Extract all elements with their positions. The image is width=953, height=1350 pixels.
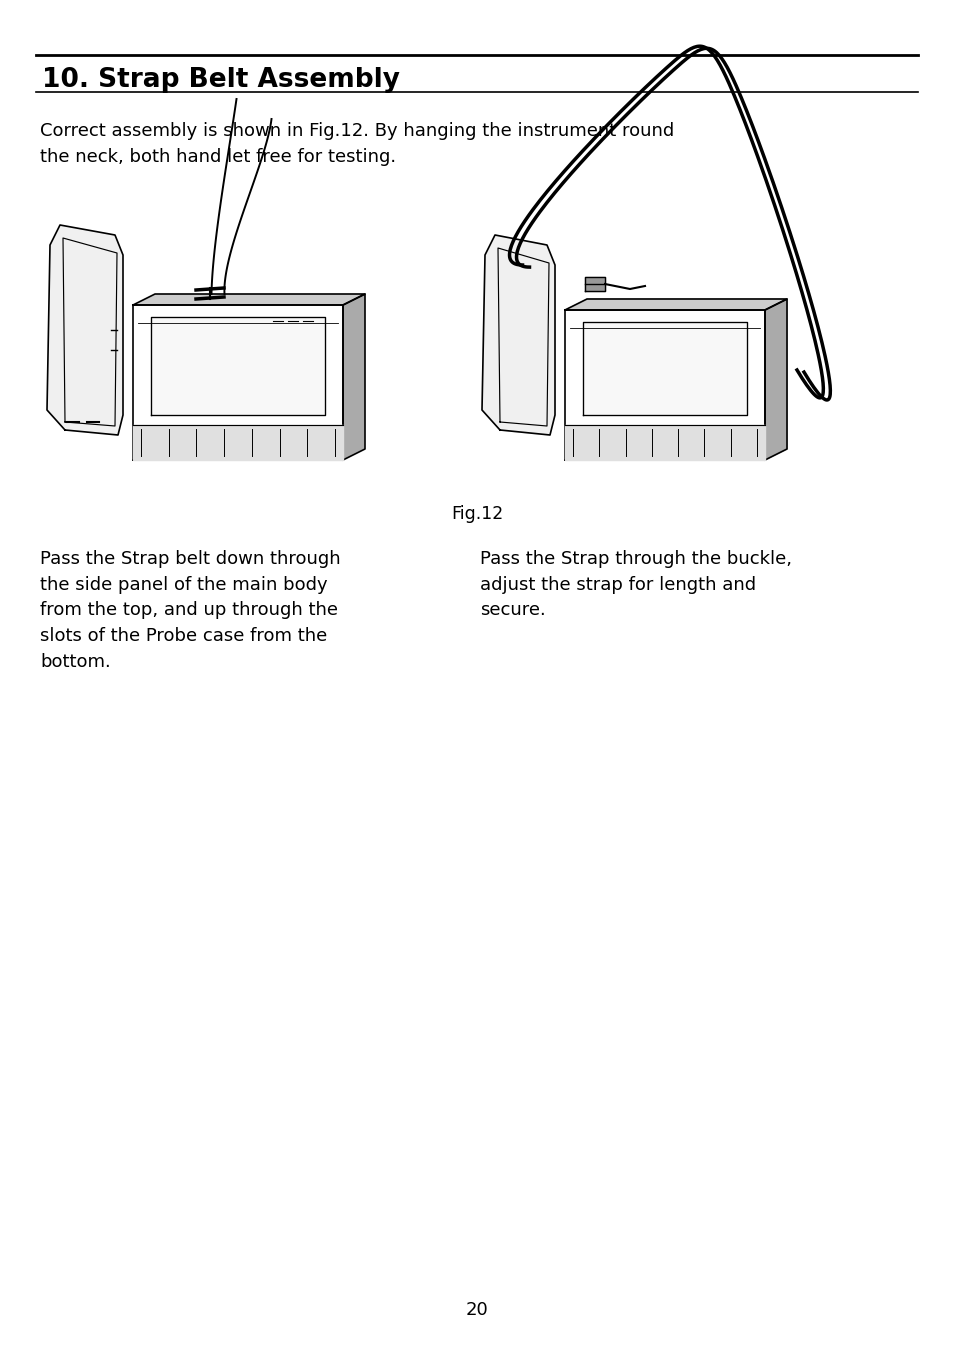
Polygon shape bbox=[564, 298, 786, 311]
Polygon shape bbox=[151, 317, 325, 414]
Text: Pass the Strap belt down through
the side panel of the main body
from the top, a: Pass the Strap belt down through the sid… bbox=[40, 549, 340, 671]
Text: Correct assembly is shown in Fig.12. By hanging the instrument round
the neck, b: Correct assembly is shown in Fig.12. By … bbox=[40, 122, 674, 166]
Polygon shape bbox=[481, 235, 555, 435]
Text: Fig.12: Fig.12 bbox=[451, 505, 502, 522]
Polygon shape bbox=[132, 305, 343, 460]
Polygon shape bbox=[584, 277, 604, 292]
Polygon shape bbox=[564, 425, 764, 460]
Text: 10. Strap Belt Assembly: 10. Strap Belt Assembly bbox=[42, 68, 399, 93]
Polygon shape bbox=[343, 294, 365, 460]
Polygon shape bbox=[564, 310, 764, 460]
Text: Pass the Strap through the buckle,
adjust the strap for length and
secure.: Pass the Strap through the buckle, adjus… bbox=[479, 549, 791, 620]
Text: 20: 20 bbox=[465, 1301, 488, 1319]
Polygon shape bbox=[132, 425, 343, 460]
Polygon shape bbox=[47, 225, 123, 435]
Polygon shape bbox=[582, 323, 746, 414]
Polygon shape bbox=[132, 294, 365, 305]
Polygon shape bbox=[764, 298, 786, 460]
